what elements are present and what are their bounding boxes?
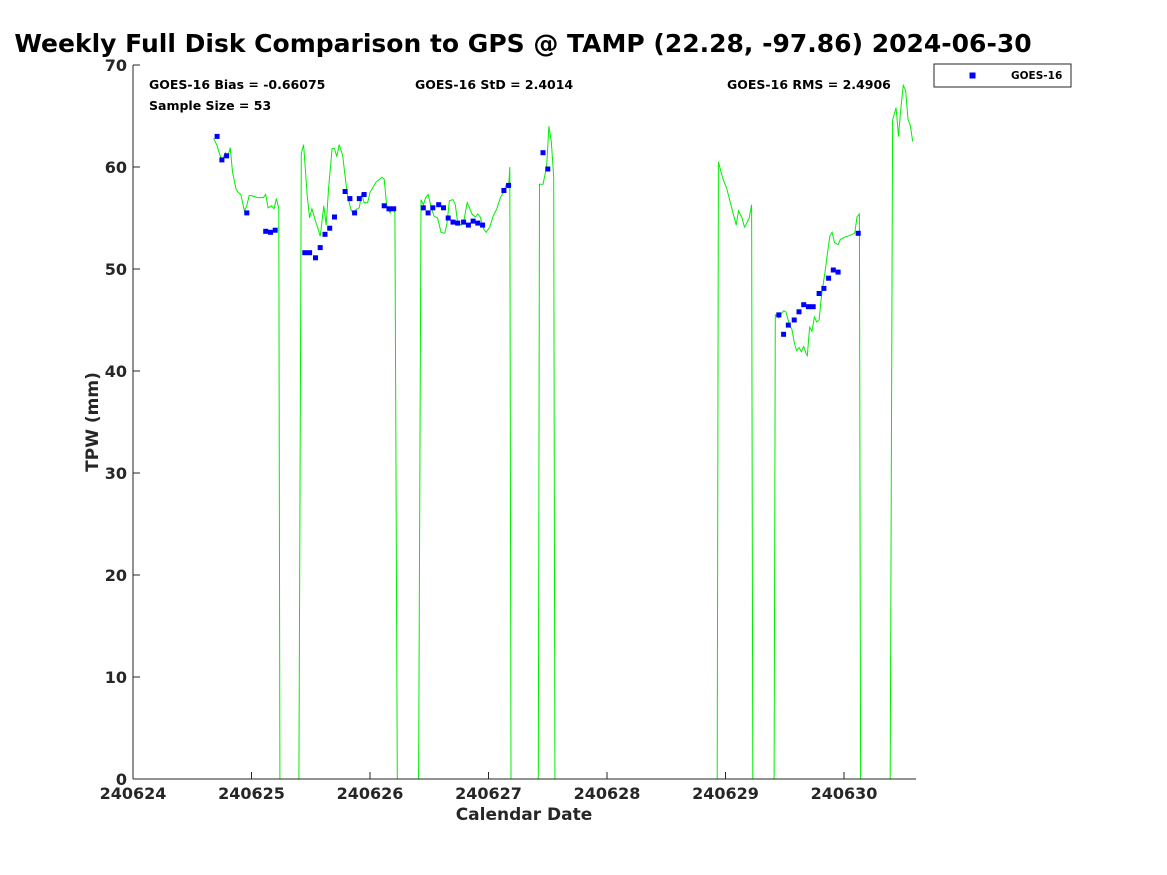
y-tick-label: 40 xyxy=(105,362,127,381)
goes16-point xyxy=(826,275,832,281)
chart-title: Weekly Full Disk Comparison to GPS @ TAM… xyxy=(14,29,1031,58)
x-tick-label: 240624 xyxy=(100,784,167,803)
std-annotation: GOES-16 StD = 2.4014 xyxy=(415,77,573,92)
goes16-point xyxy=(806,304,811,310)
goes16-point xyxy=(540,150,546,156)
legend-marker-goes16 xyxy=(969,72,976,79)
goes16-point xyxy=(420,205,426,211)
goes16-point xyxy=(244,210,250,216)
goes16-point xyxy=(810,304,816,310)
gps-line-segment xyxy=(298,144,398,780)
bias-annotation: GOES-16 Bias = -0.66075 xyxy=(149,77,325,92)
goes16-point xyxy=(342,189,348,194)
goes16-point xyxy=(441,205,446,211)
goes16-point xyxy=(791,317,797,323)
sample-size-annotation: Sample Size = 53 xyxy=(149,98,271,113)
goes16-point xyxy=(268,229,273,235)
gps-line-segment xyxy=(889,83,914,780)
x-ticks: 240624 240625 240626 240627 240628 240629 2406… xyxy=(100,772,878,803)
goes16-point xyxy=(272,227,278,233)
goes16-point xyxy=(461,219,467,225)
plot-background xyxy=(133,65,916,779)
goes16-point xyxy=(480,222,486,228)
goes16-point xyxy=(785,322,791,328)
goes16-point xyxy=(224,153,230,159)
goes16-point xyxy=(214,133,220,139)
goes16-point xyxy=(307,250,313,256)
gps-line-segment xyxy=(537,126,556,780)
x-tick-label: 240626 xyxy=(337,784,404,803)
x-tick-label: 240627 xyxy=(455,784,522,803)
goes16-point xyxy=(327,225,333,231)
goes16-point xyxy=(501,188,507,193)
gps-line-segment xyxy=(773,212,862,780)
plot-area: 240624 240625 240626 240627 240628 240629 2406… xyxy=(100,56,916,803)
goes16-point xyxy=(313,255,318,261)
goes16-point xyxy=(506,182,512,188)
goes16-point xyxy=(356,196,362,202)
rms-annotation: GOES-16 RMS = 2.4906 xyxy=(727,77,891,92)
goes16-point xyxy=(450,219,456,225)
goes16-point xyxy=(445,215,451,221)
goes16-point xyxy=(455,220,461,226)
x-tick-label: 240625 xyxy=(218,784,285,803)
x-axis-label: Calendar Date xyxy=(456,805,593,825)
y-axis-label: TPW (mm) xyxy=(83,372,103,472)
legend: GOES-16 xyxy=(933,63,1072,88)
goes16-point xyxy=(381,203,387,209)
goes16-point xyxy=(465,222,471,228)
goes16-point xyxy=(322,231,328,237)
goes16-point xyxy=(816,291,822,296)
goes16-point xyxy=(430,205,436,211)
goes16-point xyxy=(855,230,861,236)
goes16-point xyxy=(361,192,367,197)
goes16-point xyxy=(821,285,827,291)
y-tick-label: 50 xyxy=(105,260,127,279)
x-tick-label: 240629 xyxy=(692,784,759,803)
goes16-series xyxy=(214,133,861,337)
goes16-point xyxy=(475,220,481,226)
y-tick-label: 0 xyxy=(116,770,127,789)
goes16-point xyxy=(796,309,802,315)
goes16-point xyxy=(263,228,269,234)
y-ticks: 0 10 20 30 40 50 60 70 xyxy=(105,56,140,789)
goes16-point xyxy=(776,312,782,318)
y-tick-label: 10 xyxy=(105,668,127,687)
goes16-point xyxy=(347,196,353,202)
goes16-point xyxy=(470,218,476,224)
y-tick-label: 30 xyxy=(105,464,127,483)
goes16-point xyxy=(386,206,392,212)
goes16-point xyxy=(545,166,551,172)
goes16-point xyxy=(801,302,807,308)
goes16-point xyxy=(425,210,431,216)
goes16-point xyxy=(332,214,337,220)
goes16-point xyxy=(830,267,836,273)
legend-box xyxy=(933,63,1072,88)
goes16-point xyxy=(391,206,397,212)
x-tick-label: 240630 xyxy=(811,784,878,803)
y-tick-label: 20 xyxy=(105,566,127,585)
goes16-point xyxy=(781,331,787,337)
gps-line-segment xyxy=(716,161,754,780)
x-tick-label: 240628 xyxy=(574,784,641,803)
y-tick-label: 70 xyxy=(105,56,127,75)
goes16-point xyxy=(835,269,841,275)
y-tick-label: 60 xyxy=(105,158,127,177)
goes16-point xyxy=(302,250,308,256)
legend-label-goes16: GOES-16 xyxy=(1011,70,1062,82)
goes16-point xyxy=(317,245,323,251)
goes16-point xyxy=(219,157,225,163)
goes16-point xyxy=(352,210,358,216)
goes16-point xyxy=(436,202,442,208)
gps-line-segment xyxy=(418,166,512,780)
